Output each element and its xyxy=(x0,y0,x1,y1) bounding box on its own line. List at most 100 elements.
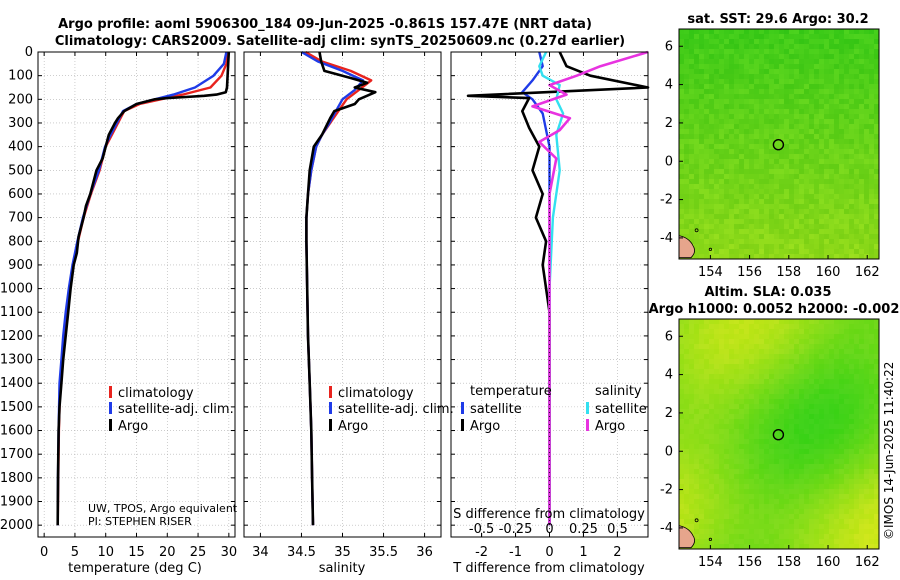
map-cell xyxy=(734,374,740,380)
map-cell xyxy=(829,169,835,175)
y-tick-label: -4 xyxy=(660,521,673,536)
map-cell xyxy=(749,524,755,530)
map-cell xyxy=(759,179,765,185)
map-cell xyxy=(829,149,835,155)
map-cell xyxy=(829,229,835,235)
map-cell xyxy=(819,29,825,35)
map-cell xyxy=(779,209,785,215)
map-cell xyxy=(724,159,730,165)
map-cell xyxy=(799,349,805,355)
map-cell xyxy=(709,174,715,180)
map-cell xyxy=(709,394,715,400)
map-cell xyxy=(794,409,800,415)
map-cell xyxy=(749,494,755,500)
x-tick-label: 156 xyxy=(737,555,762,570)
map-cell xyxy=(729,59,735,65)
map-cell xyxy=(824,384,830,390)
map-cell xyxy=(814,249,820,255)
map-cell xyxy=(719,369,725,375)
map-cell xyxy=(694,359,700,365)
map-cell xyxy=(729,524,735,530)
map-cell xyxy=(804,94,810,100)
map-cell xyxy=(764,169,770,175)
map-cell xyxy=(829,29,835,35)
map-cell xyxy=(859,179,865,185)
map-cell xyxy=(754,224,760,230)
map-cell xyxy=(809,504,815,510)
map-cell xyxy=(819,424,825,430)
map-cell xyxy=(804,39,810,45)
map-cell xyxy=(859,59,865,65)
map-cell xyxy=(799,319,805,325)
map-cell xyxy=(764,234,770,240)
map-cell xyxy=(714,254,720,260)
map-cell xyxy=(789,434,795,440)
legend-label-climatology: climatology xyxy=(338,386,414,401)
map-cell xyxy=(754,529,760,535)
map-cell xyxy=(819,514,825,520)
map-cell xyxy=(854,344,860,350)
map-cell xyxy=(814,134,820,140)
map-cell xyxy=(859,484,865,490)
map-cell xyxy=(714,399,720,405)
map-cell xyxy=(794,254,800,260)
map-cell xyxy=(784,439,790,445)
map-cell xyxy=(804,194,810,200)
map-cell xyxy=(804,114,810,120)
map-cell xyxy=(779,544,785,550)
map-cell xyxy=(689,469,695,475)
map-cell xyxy=(779,534,785,540)
map-cell xyxy=(769,29,775,35)
map-cell xyxy=(719,149,725,155)
map-cell xyxy=(699,199,705,205)
map-cell xyxy=(819,399,825,405)
map-cell xyxy=(849,184,855,190)
map-cell xyxy=(814,44,820,50)
map-cell xyxy=(774,484,780,490)
map-cell xyxy=(854,159,860,165)
map-cell xyxy=(874,94,880,100)
map-cell xyxy=(834,94,840,100)
legend-swatch-climatology xyxy=(109,386,112,398)
map-cell xyxy=(744,224,750,230)
map-cell xyxy=(704,204,710,210)
map-cell xyxy=(719,184,725,190)
map-cell xyxy=(764,479,770,485)
map-cell xyxy=(849,59,855,65)
map-cell xyxy=(779,179,785,185)
map-cell xyxy=(744,89,750,95)
map-cell xyxy=(824,149,830,155)
map-cell xyxy=(839,514,845,520)
map-cell xyxy=(844,144,850,150)
map-cell xyxy=(874,444,880,450)
map-cell xyxy=(789,49,795,55)
map-cell xyxy=(699,54,705,60)
map-cell xyxy=(774,244,780,250)
map-cell xyxy=(844,184,850,190)
map-cell xyxy=(844,444,850,450)
map-cell xyxy=(714,114,720,120)
map-cell xyxy=(814,519,820,525)
x-tick-label: 10 xyxy=(97,545,114,560)
map-cell xyxy=(814,469,820,475)
map-cell xyxy=(789,429,795,435)
map-cell xyxy=(854,414,860,420)
map-cell xyxy=(824,324,830,330)
map-cell xyxy=(719,384,725,390)
map-cell xyxy=(874,144,880,150)
map-cell xyxy=(714,124,720,130)
map-cell xyxy=(769,189,775,195)
map-cell xyxy=(814,464,820,470)
island-marker xyxy=(694,228,699,233)
map-cell xyxy=(829,359,835,365)
y-tick-label: 2000 xyxy=(0,518,33,533)
map-cell xyxy=(814,354,820,360)
map-cell xyxy=(729,204,735,210)
map-cell xyxy=(734,84,740,90)
map-cell xyxy=(839,419,845,425)
map-cell xyxy=(729,384,735,390)
map-cell xyxy=(809,529,815,535)
map-cell xyxy=(734,514,740,520)
map-cell xyxy=(749,429,755,435)
map-cell xyxy=(709,469,715,475)
